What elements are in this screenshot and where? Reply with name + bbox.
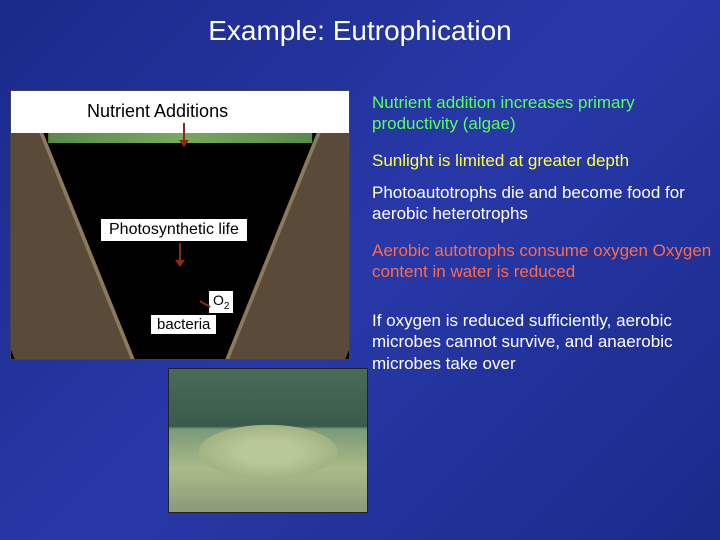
label-photosynthetic-life: Photosynthetic life	[101, 219, 247, 241]
arrow-down-icon	[179, 243, 181, 261]
label-bacteria: bacteria	[151, 315, 216, 334]
basin-slope-right	[221, 133, 349, 359]
bullet-4: Aerobic autotrophs consume oxygen Oxygen…	[372, 240, 720, 283]
bullet-3: Photoautotrophs die and become food for …	[372, 182, 720, 225]
bullet-2: Sunlight is limited at greater depth	[372, 150, 720, 171]
basin-slope-left	[11, 133, 139, 359]
lake-photo	[168, 368, 368, 513]
bullet-1: Nutrient addition increases primary prod…	[372, 92, 720, 135]
arrow-down-icon	[183, 123, 185, 141]
lake-oval	[199, 425, 338, 479]
label-o2: O2	[209, 291, 233, 313]
eutrophication-diagram: Nutrient Additions Photosynthetic life O…	[10, 90, 350, 360]
label-nutrient-additions: Nutrient Additions	[79, 99, 236, 124]
bullet-5: If oxygen is reduced sufficiently, aerob…	[372, 310, 720, 374]
slide-title: Example: Eutrophication	[0, 15, 720, 47]
